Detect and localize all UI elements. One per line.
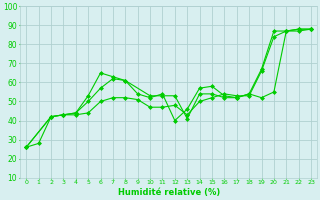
X-axis label: Humidité relative (%): Humidité relative (%)	[117, 188, 220, 197]
